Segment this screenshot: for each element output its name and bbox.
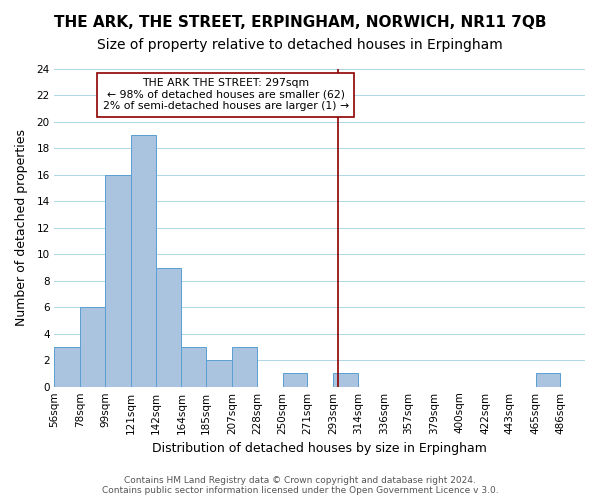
Bar xyxy=(206,360,232,386)
Bar xyxy=(55,347,80,387)
Text: Contains HM Land Registry data © Crown copyright and database right 2024.
Contai: Contains HM Land Registry data © Crown c… xyxy=(101,476,499,495)
Y-axis label: Number of detached properties: Number of detached properties xyxy=(15,130,28,326)
Bar xyxy=(80,308,105,386)
X-axis label: Distribution of detached houses by size in Erpingham: Distribution of detached houses by size … xyxy=(152,442,487,455)
Bar xyxy=(181,347,206,387)
Bar xyxy=(232,347,257,387)
Bar xyxy=(536,374,560,386)
Text: THE ARK, THE STREET, ERPINGHAM, NORWICH, NR11 7QB: THE ARK, THE STREET, ERPINGHAM, NORWICH,… xyxy=(54,15,546,30)
Bar xyxy=(155,268,181,386)
Bar xyxy=(131,135,155,386)
Bar xyxy=(333,374,358,386)
Text: THE ARK THE STREET: 297sqm
← 98% of detached houses are smaller (62)
2% of semi-: THE ARK THE STREET: 297sqm ← 98% of deta… xyxy=(103,78,349,112)
Bar xyxy=(283,374,307,386)
Bar xyxy=(105,175,131,386)
Text: Size of property relative to detached houses in Erpingham: Size of property relative to detached ho… xyxy=(97,38,503,52)
